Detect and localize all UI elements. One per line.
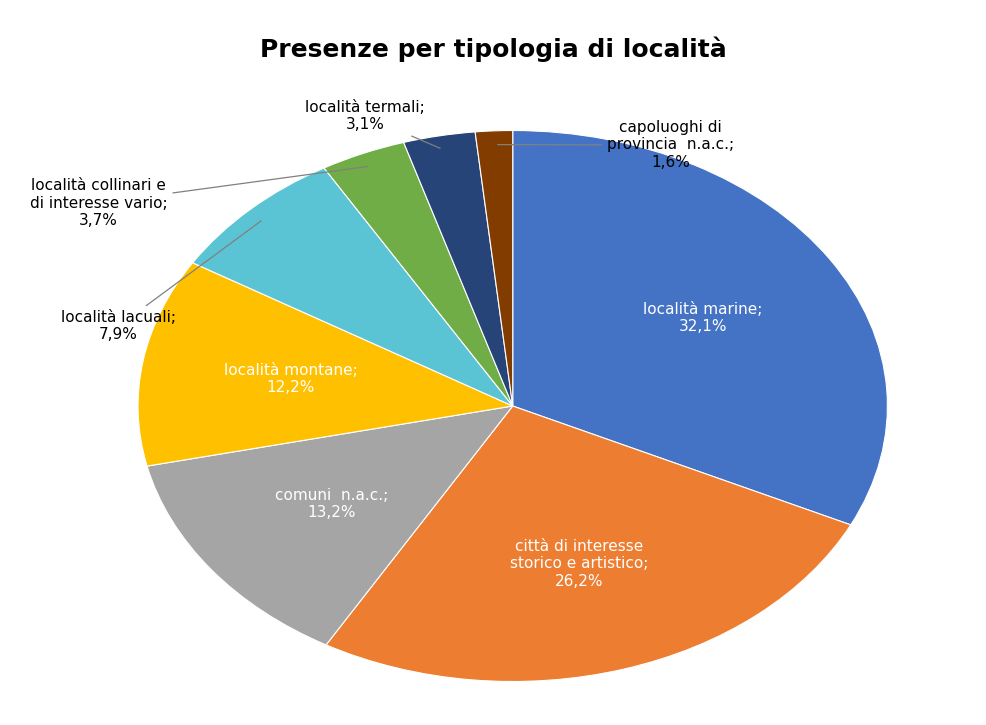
Wedge shape bbox=[513, 130, 887, 525]
Wedge shape bbox=[475, 130, 513, 406]
Text: località termali;
3,1%: località termali; 3,1% bbox=[305, 100, 440, 149]
Wedge shape bbox=[138, 262, 513, 466]
Wedge shape bbox=[192, 168, 513, 406]
Text: Presenze per tipologia di località: Presenze per tipologia di località bbox=[259, 36, 727, 62]
Text: località lacuali;
7,9%: località lacuali; 7,9% bbox=[61, 221, 261, 342]
Wedge shape bbox=[324, 142, 513, 406]
Text: località marine;
32,1%: località marine; 32,1% bbox=[643, 302, 762, 334]
Text: località montane;
12,2%: località montane; 12,2% bbox=[224, 363, 358, 395]
Text: comuni  n.a.c.;
13,2%: comuni n.a.c.; 13,2% bbox=[275, 488, 388, 521]
Wedge shape bbox=[403, 132, 513, 406]
Text: città di interesse
storico e artistico;
26,2%: città di interesse storico e artistico; … bbox=[511, 539, 649, 589]
Wedge shape bbox=[147, 406, 513, 645]
Text: capoluoghi di
provincia  n.a.c.;
1,6%: capoluoghi di provincia n.a.c.; 1,6% bbox=[498, 120, 734, 170]
Wedge shape bbox=[326, 406, 851, 682]
Text: località collinari e
di interesse vario;
3,7%: località collinari e di interesse vario;… bbox=[30, 167, 368, 228]
